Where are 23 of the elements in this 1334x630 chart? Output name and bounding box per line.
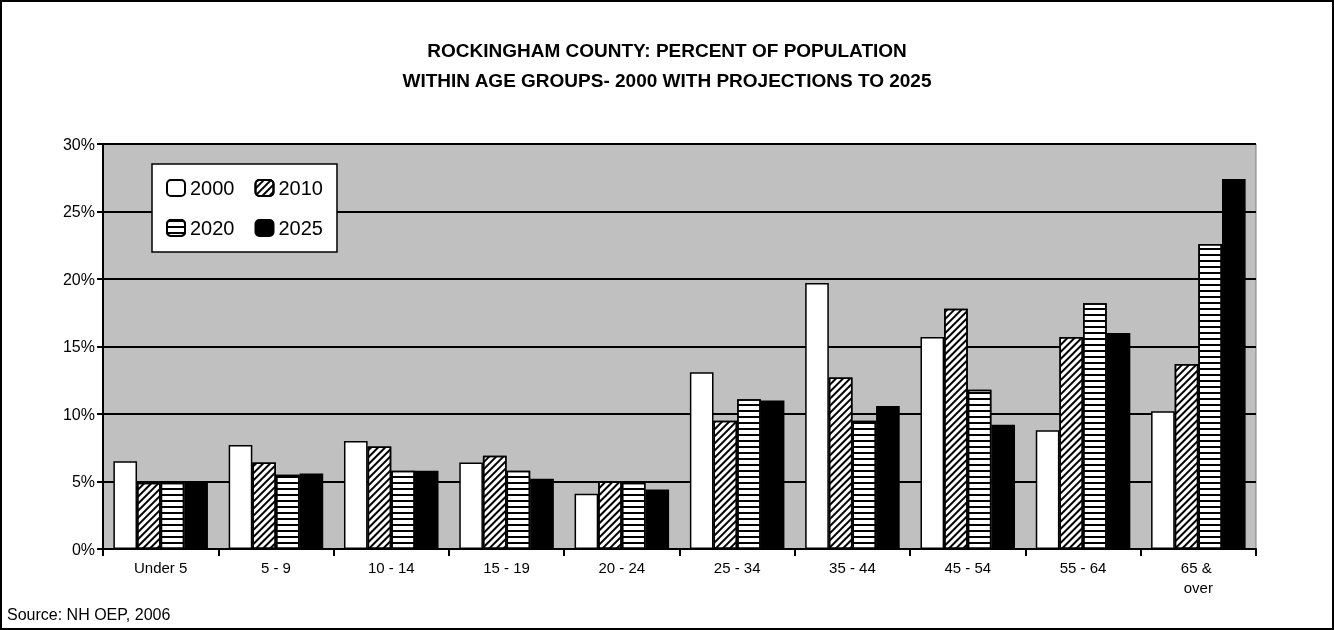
x-tick-label: 20 - 24 (598, 558, 646, 576)
y-tick-label: 20% (62, 270, 95, 288)
source-note: Source: NH OEP, 2006 (7, 605, 171, 623)
y-tick-label: 30% (62, 135, 95, 153)
x-tick-label: 55 - 64 (1059, 558, 1107, 576)
legend-label: 2000 (190, 177, 235, 199)
x-tick-label: 25 - 34 (713, 558, 761, 576)
x-tick-label: Under 5 (133, 558, 188, 576)
x-tick-label: 45 - 54 (944, 558, 992, 576)
y-tick-label: 5% (71, 473, 95, 490)
x-tick-label: 65 & over (1180, 558, 1216, 596)
y-tick-label: 0% (71, 540, 95, 558)
legend-label: 2025 (278, 217, 323, 239)
y-tick-label: 15% (62, 338, 95, 355)
legend-label: 2010 (278, 177, 323, 199)
chart-title: ROCKINGHAM COUNTY: PERCENT OF POPULATION WITHIN AGE GROUPS- 2000 WITH PROJECTIONS TO 2025 (402, 39, 932, 91)
x-tick-label: 35 - 44 (829, 558, 876, 576)
y-tick-label: 25% (62, 203, 95, 220)
y-tick-label: 10% (62, 405, 95, 423)
legend-label: 2020 (190, 217, 235, 239)
x-tick-label: 15 - 19 (483, 558, 530, 576)
x-tick-label: 10 - 14 (367, 558, 415, 576)
x-tick-label: 5 - 9 (260, 558, 291, 576)
